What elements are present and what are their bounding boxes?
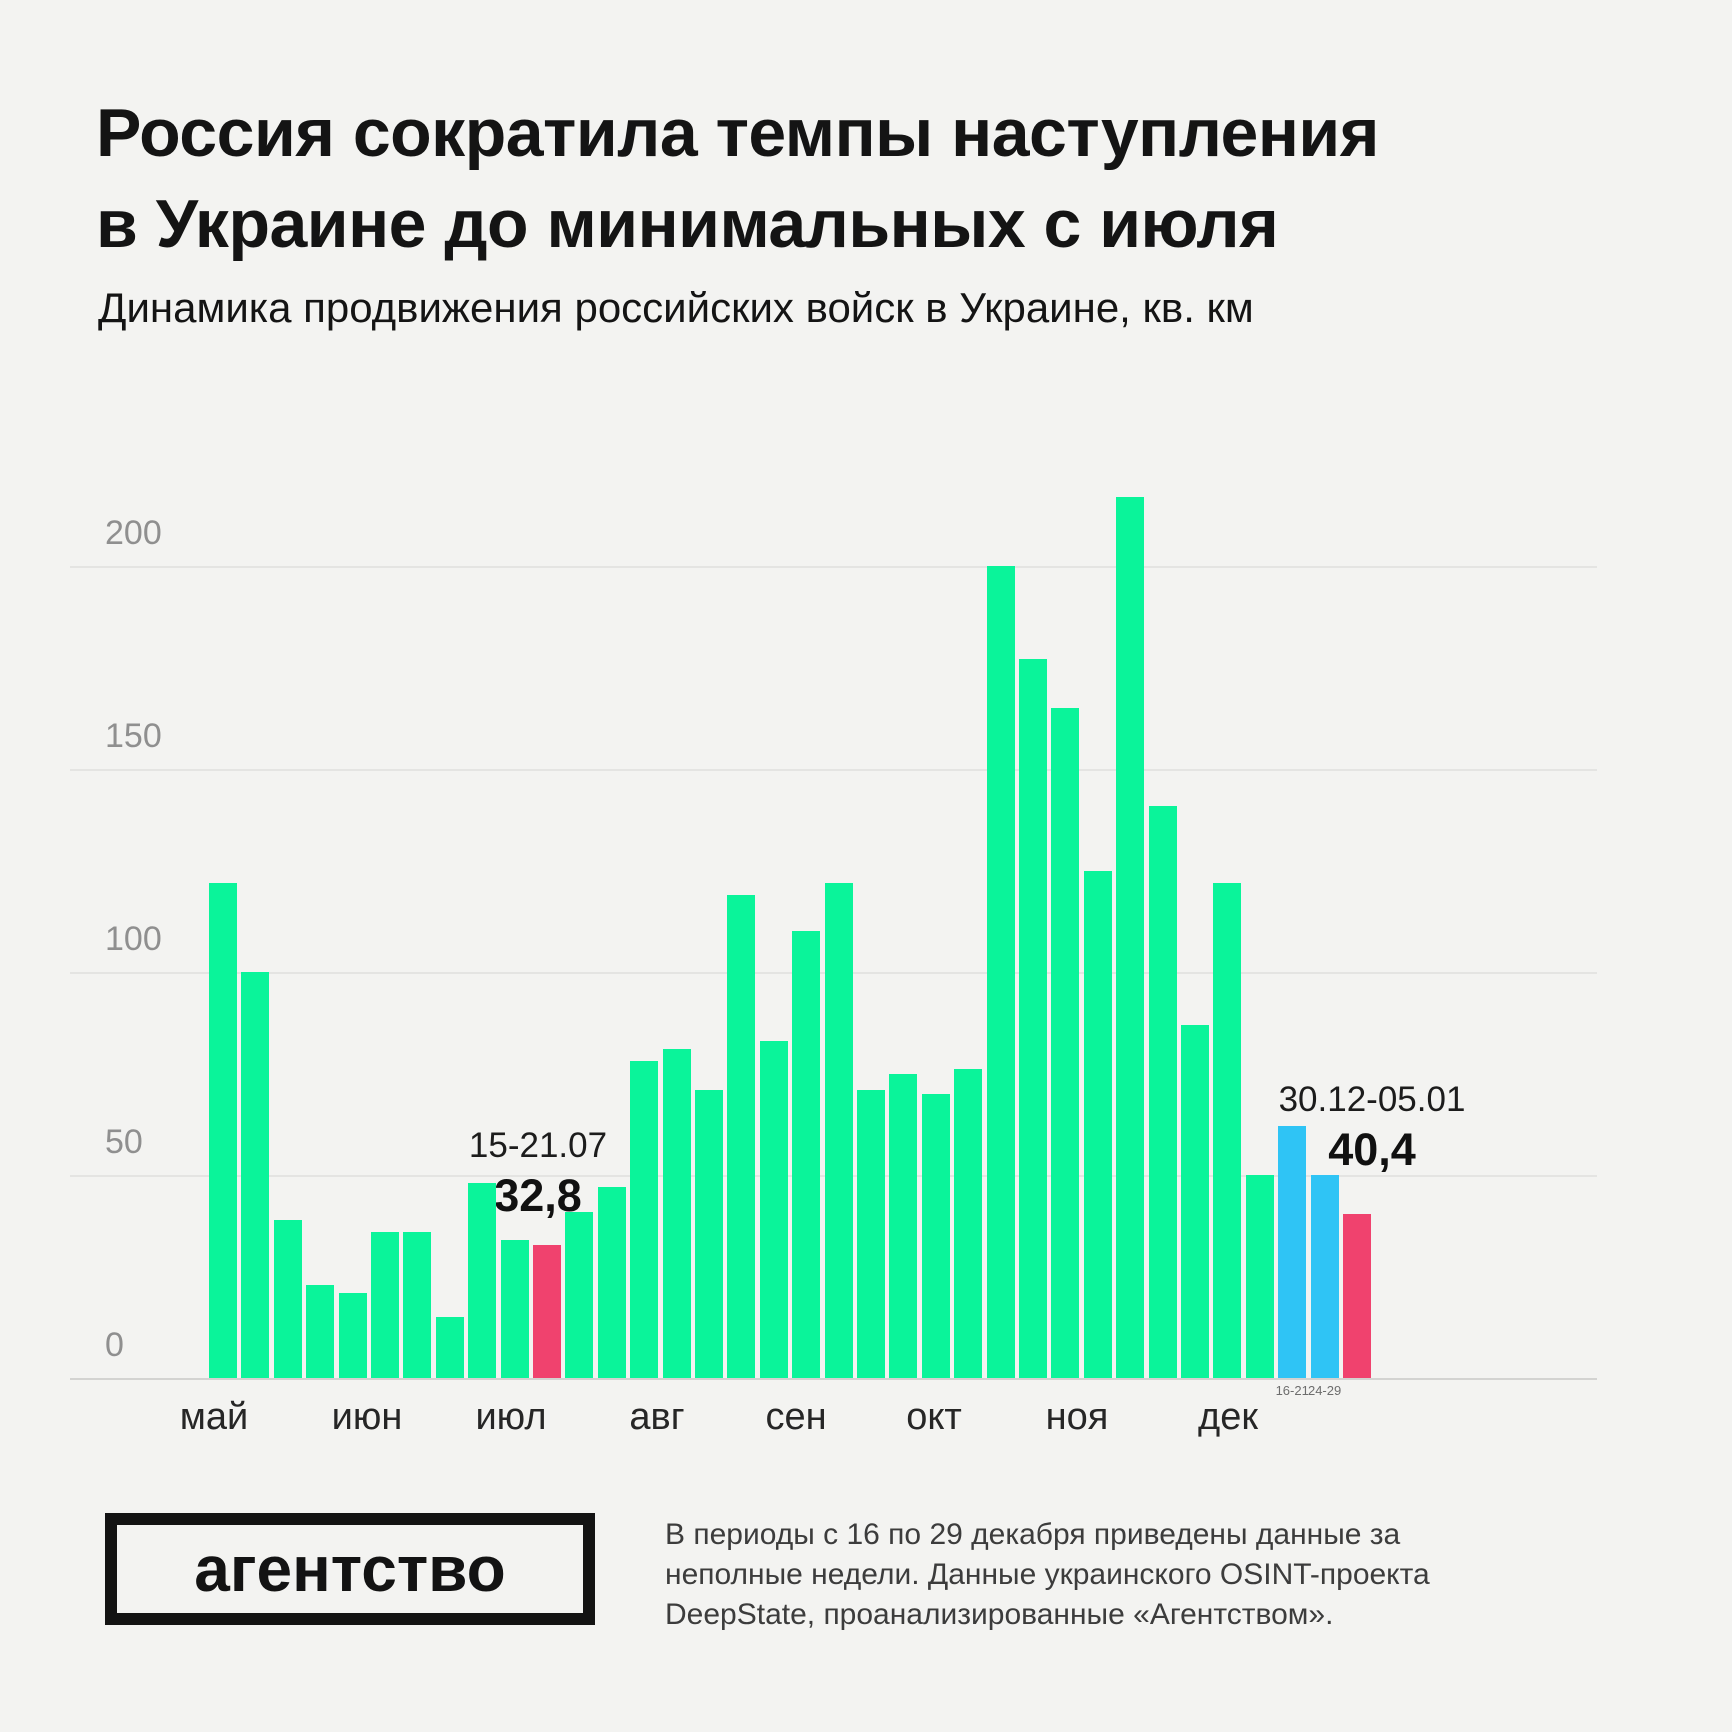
annotation-min-july-period: 15-21.07 bbox=[468, 1126, 608, 1165]
x-axis-label-1: май bbox=[179, 1396, 249, 1438]
bar-week-34-blue bbox=[1278, 1126, 1306, 1378]
x-axis-label-2: июн bbox=[331, 1396, 403, 1438]
bar-week-22-green bbox=[889, 1073, 917, 1378]
bar-week-12-green bbox=[565, 1211, 593, 1378]
bar-week-26-green bbox=[1019, 659, 1047, 1378]
page-title: Россия сократила темпы наступления в Укра… bbox=[96, 88, 1379, 270]
bar-week-1-green bbox=[209, 882, 237, 1378]
bar-week-27-green bbox=[1051, 708, 1079, 1378]
bar-week-16-green bbox=[695, 1089, 723, 1378]
bar-week-13-green bbox=[598, 1187, 626, 1378]
x-axis-label-8: дек bbox=[1198, 1396, 1258, 1438]
partial-week-label-1: 16-21 bbox=[1275, 1383, 1309, 1398]
partial-week-label-2: 24-29 bbox=[1307, 1383, 1342, 1398]
bar-week-11-pink bbox=[533, 1244, 561, 1378]
bar-week-14-green bbox=[630, 1061, 658, 1378]
bar-week-25-green bbox=[987, 566, 1015, 1378]
bar-week-32-green bbox=[1213, 882, 1241, 1378]
y-axis-label-200: 200 bbox=[105, 514, 162, 552]
gridline-200 bbox=[70, 566, 1597, 568]
bar-week-8-green bbox=[436, 1317, 464, 1378]
bar-week-31-green bbox=[1181, 1024, 1209, 1378]
x-axis-label-6: окт bbox=[906, 1396, 962, 1438]
page-title-line2: в Украине до минимальных с июля bbox=[96, 186, 1279, 262]
bar-week-10-green bbox=[501, 1239, 529, 1378]
gridline-150 bbox=[70, 769, 1597, 771]
bar-week-15-green bbox=[663, 1049, 691, 1378]
y-axis-label-100: 100 bbox=[105, 920, 162, 958]
x-axis-label-7: ноя bbox=[1045, 1396, 1109, 1438]
chart-subtitle: Динамика продвижения российских войск в … bbox=[98, 284, 1254, 331]
gridline-0 bbox=[70, 1378, 1597, 1380]
bar-week-4-green bbox=[306, 1284, 334, 1378]
bar-week-29-green bbox=[1116, 496, 1144, 1378]
annotation-latest-week-value: 40,4 bbox=[1328, 1124, 1416, 1175]
bar-week-28-green bbox=[1084, 870, 1112, 1378]
agentstvo-logo-text: агентство bbox=[194, 1533, 506, 1605]
bar-week-9-green bbox=[468, 1183, 496, 1378]
bar-week-24-green bbox=[954, 1069, 982, 1378]
annotation-latest-week-period: 30.12-05.01 bbox=[1278, 1080, 1466, 1119]
agentstvo-logo: агентство bbox=[105, 1513, 595, 1625]
x-axis-label-3: июл bbox=[475, 1396, 547, 1438]
bar-week-19-green bbox=[792, 931, 820, 1378]
bar-week-35-blue bbox=[1311, 1175, 1339, 1378]
bar-week-21-green bbox=[857, 1089, 885, 1378]
y-axis-label-50: 50 bbox=[105, 1123, 143, 1161]
bar-week-17-green bbox=[727, 894, 755, 1378]
bar-week-3-green bbox=[274, 1219, 302, 1378]
bar-week-6-green bbox=[371, 1231, 399, 1378]
y-axis-label-0: 0 bbox=[105, 1326, 124, 1364]
bar-week-33-green bbox=[1246, 1175, 1274, 1378]
bar-week-7-green bbox=[403, 1231, 431, 1378]
bar-week-30-green bbox=[1149, 805, 1177, 1378]
x-axis-label-4: авг bbox=[629, 1396, 685, 1438]
x-axis-label-5: сен bbox=[765, 1396, 827, 1438]
bar-week-36-pink bbox=[1343, 1213, 1371, 1378]
bar-week-2-green bbox=[241, 972, 269, 1378]
page-title-line1: Россия сократила темпы наступления bbox=[96, 95, 1379, 171]
bar-week-23-green bbox=[922, 1093, 950, 1378]
y-axis-label-150: 150 bbox=[105, 717, 162, 755]
annotation-latest-week: 30.12-05.01 40,4 bbox=[1212, 1080, 1532, 1176]
footnote: В периоды с 16 по 29 декабря приведены д… bbox=[665, 1518, 1430, 1631]
bar-week-5-green bbox=[339, 1292, 367, 1378]
bar-week-20-green bbox=[825, 882, 853, 1378]
bar-week-18-green bbox=[760, 1041, 788, 1378]
